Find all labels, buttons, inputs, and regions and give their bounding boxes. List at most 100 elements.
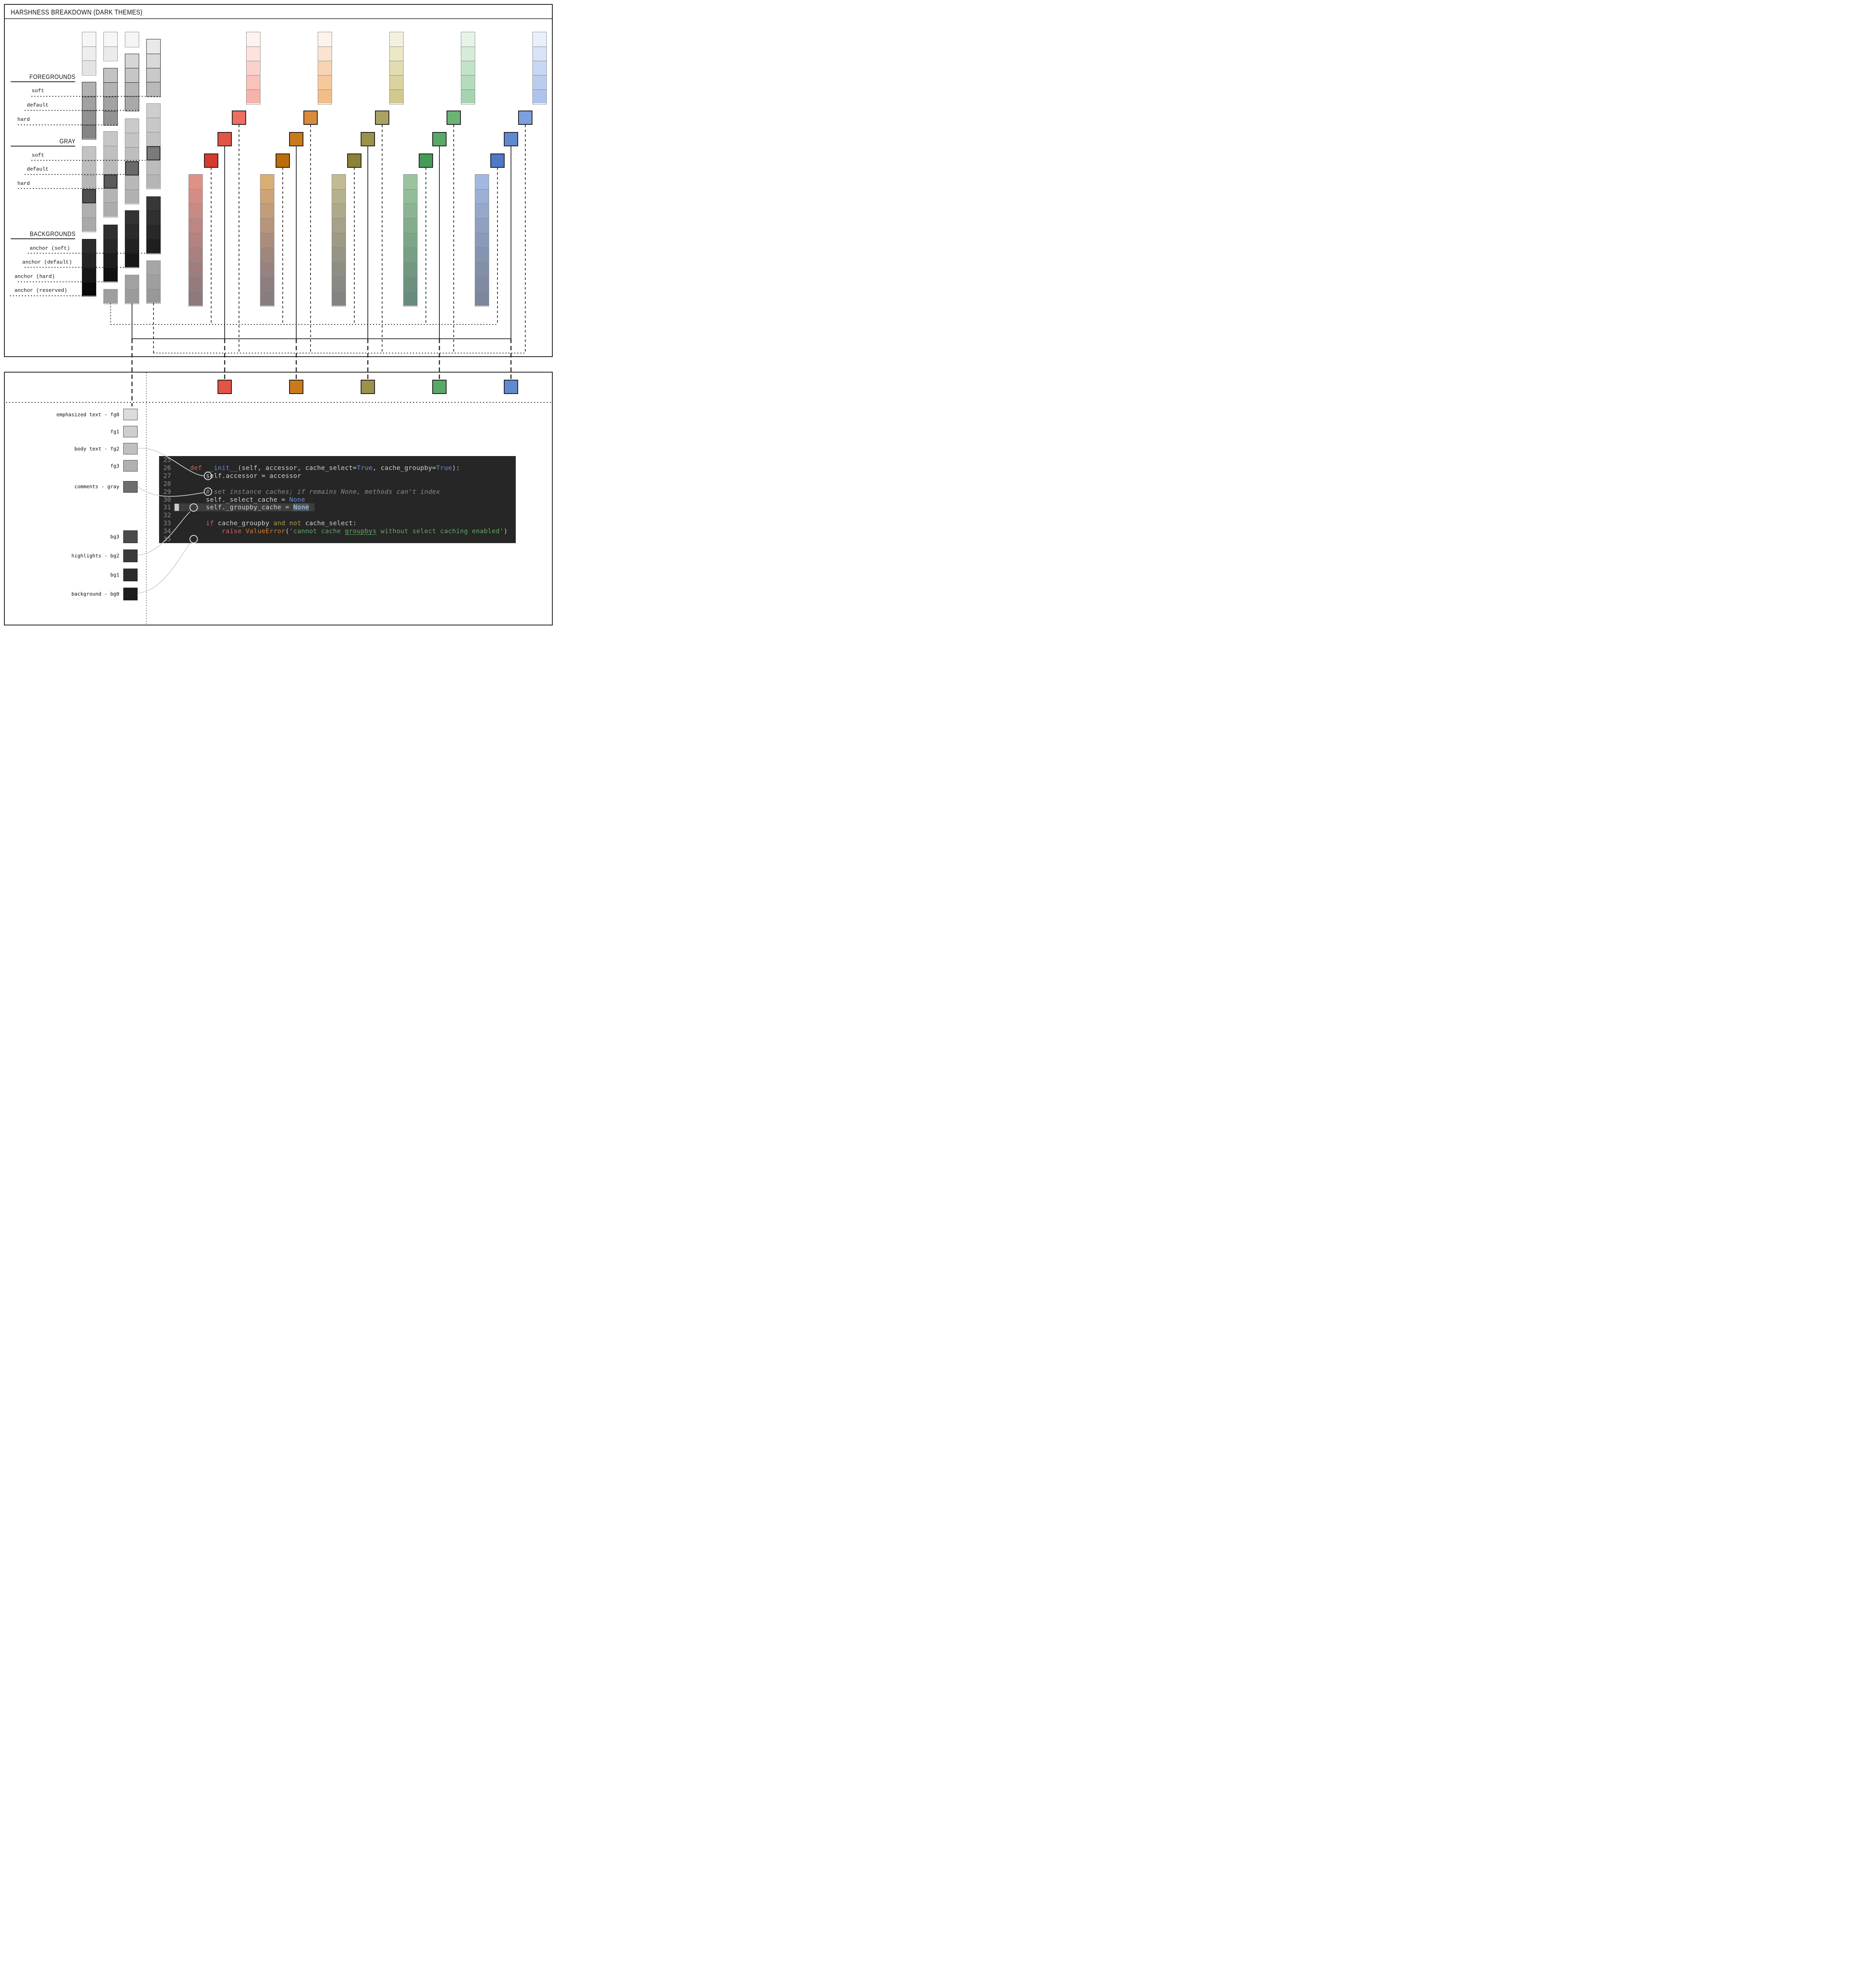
swatch-cell (247, 89, 260, 104)
swatch-cell (125, 147, 139, 161)
blue-default-square (504, 132, 518, 146)
swatch-cell (147, 196, 160, 211)
swatch-cell (147, 160, 160, 175)
code-token: self.accessor = accessor (174, 472, 301, 480)
code-token: cache_groupby (214, 519, 274, 527)
legend-swatch-0 (123, 409, 138, 420)
line-number: 33 (163, 519, 171, 527)
swatch-cell (82, 175, 96, 189)
swatch-cell (390, 89, 403, 104)
swatch-cell (125, 96, 139, 111)
swatch-cell (125, 253, 139, 268)
swatch-cell (147, 260, 160, 275)
current-line-highlight (174, 503, 315, 512)
swatch-cell (82, 60, 96, 75)
swatch-cell (82, 217, 96, 232)
code-token: groupbys (345, 527, 377, 535)
gray-column-4-stack (146, 39, 161, 97)
swatch-cell (332, 262, 346, 277)
swatch-cell (147, 289, 160, 303)
swatch-cell (125, 289, 139, 304)
gray-column-2-stack (103, 225, 118, 283)
swatch-cell (147, 82, 160, 96)
code-token: raise (221, 527, 242, 535)
code-token: True (357, 464, 373, 472)
legend-label: bg1 (110, 572, 119, 578)
code-token: ): (452, 464, 460, 472)
swatch-cell (125, 82, 139, 97)
axis-label: anchor (soft) (29, 245, 70, 251)
swatch-cell (260, 276, 274, 291)
swatch-cell (475, 276, 489, 291)
code-line: if cache_groupby and not cache_select: (174, 519, 357, 527)
gray-column-3-stack (125, 32, 139, 47)
swatch-cell (104, 225, 117, 239)
swatch-cell (475, 189, 489, 204)
blue-soft-square (518, 110, 532, 125)
olive-bottom-square (361, 380, 375, 394)
swatch-cell (147, 275, 160, 289)
axis-label: soft (31, 152, 44, 158)
line-number: 28 (163, 480, 171, 487)
blue-tint-column (532, 32, 547, 105)
harshness-breakdown-diagram: HARSHNESS BREAKDOWN (DARK THEMES) 25 26 d… (0, 0, 557, 628)
swatch-cell (147, 174, 160, 189)
swatch-cell (475, 204, 489, 218)
swatch-cell (189, 189, 202, 204)
swatch-cell (260, 189, 274, 204)
olive-hard-square (347, 153, 361, 168)
swatch-cell (147, 239, 160, 253)
swatch-cell (147, 53, 160, 68)
swatch-cell (390, 60, 403, 75)
blue-gradient-column (475, 174, 489, 307)
gray-column-3-stack (125, 275, 139, 305)
code-token (242, 527, 246, 535)
line-number: 30 (163, 495, 171, 503)
orange-hard-square (276, 153, 290, 168)
swatch-cell (189, 218, 202, 233)
orange-soft-square (303, 110, 318, 125)
legend-label: bg3 (110, 534, 119, 540)
swatch-cell (82, 253, 96, 268)
swatch-cell (533, 46, 546, 61)
code-token: if (206, 519, 214, 527)
swatch-cell (189, 276, 202, 291)
section-header: BACKGROUNDS (29, 230, 76, 238)
line-number: 29 (163, 487, 171, 495)
swatch-cell (82, 282, 96, 296)
swatch-cell (189, 204, 202, 218)
legend-label: comments - gray (74, 483, 119, 489)
green-hard-square (419, 153, 433, 168)
swatch-cell (318, 89, 332, 104)
axis-label: hard (17, 116, 30, 122)
swatch-cell (104, 146, 117, 160)
swatch-cell (125, 189, 139, 204)
swatch-cell (125, 161, 139, 175)
code-token: ValueError (245, 527, 286, 535)
legend-swatch-4 (123, 481, 138, 493)
swatch-cell (125, 133, 139, 147)
legend-swatch-6 (123, 549, 138, 562)
swatch-cell (189, 262, 202, 277)
swatch-cell (104, 267, 117, 282)
swatch-cell (147, 225, 160, 239)
red-default-square (218, 132, 232, 146)
swatch-cell (475, 247, 489, 262)
swatch-cell (189, 291, 202, 306)
legend-label: body text - fg2 (74, 445, 119, 452)
swatch-cell (461, 32, 475, 47)
gray-column-1-stack (82, 82, 96, 140)
swatch-cell (318, 46, 332, 61)
code-token: # set instance caches; if remains None, … (206, 487, 440, 495)
text-cursor[interactable] (175, 504, 179, 511)
swatch-cell (475, 291, 489, 306)
legend-label: emphasized text - fg0 (56, 411, 119, 417)
swatch-cell (125, 239, 139, 253)
orange-gradient-column (260, 174, 274, 307)
swatch-cell (475, 175, 489, 189)
swatch-cell (104, 111, 117, 125)
legend-label: fg1 (110, 428, 119, 435)
line-number: 35 (163, 535, 171, 543)
swatch-cell (260, 218, 274, 233)
swatch-cell (82, 146, 96, 161)
